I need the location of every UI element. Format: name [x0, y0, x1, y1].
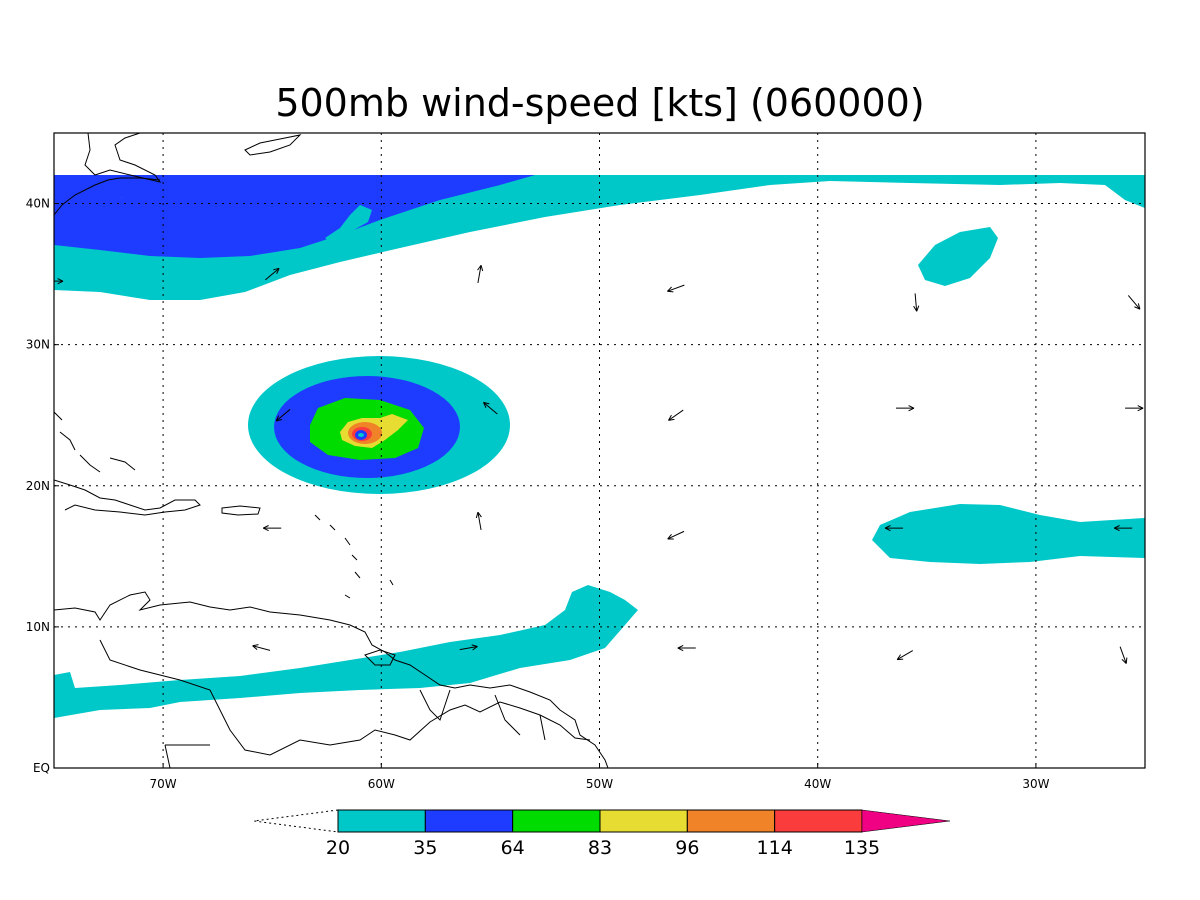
- lon-tick-label: 30W: [1022, 777, 1049, 791]
- graticule: [54, 133, 1145, 768]
- colorbar-level-label: 35: [413, 837, 437, 859]
- coast-guyana-border: [419, 689, 546, 741]
- chart-title: 500mb wind-speed [kts] (060000): [275, 81, 924, 125]
- colorbar-level-label: 135: [844, 837, 880, 859]
- shade-20-band-south: [54, 585, 638, 718]
- lat-tick-label: 30N: [26, 338, 50, 352]
- lon-tick-label: 60W: [368, 777, 395, 791]
- lon-tick-label: 40W: [804, 777, 831, 791]
- wind-vector: [913, 293, 920, 312]
- coast-nova-scotia: [244, 134, 302, 156]
- wind-speed-shading: [54, 175, 1145, 718]
- wind-vector: [677, 644, 696, 652]
- coast-venezuela: [54, 591, 609, 768]
- coast-venezuela-interior: [99, 639, 591, 756]
- wind-vector: [896, 650, 914, 661]
- colorbar-level-label: 96: [675, 837, 699, 859]
- colorbar: 20 35 64 83 96 114 135: [253, 809, 951, 859]
- wind-vector: [884, 525, 904, 532]
- shade-20-blob-east: [918, 227, 998, 286]
- wind-vector: [667, 284, 685, 293]
- wind-vector: [1113, 525, 1133, 532]
- shade-20-eye: [358, 433, 364, 437]
- coast-new-england: [54, 177, 161, 216]
- coast-lesser-antilles: [314, 514, 394, 599]
- colorbar-level-label: 83: [588, 837, 612, 859]
- axis-ticks: 70W 60W 50W 40W 30W EQ 10N 20N 30N 40N: [26, 197, 1050, 791]
- colorbar-swatch: [424, 809, 514, 833]
- colorbar-swatch: [512, 809, 601, 833]
- colorbar-swatch: [337, 809, 426, 833]
- colorbar-over-triangle: [861, 809, 951, 833]
- lat-tick-label: 40N: [26, 197, 50, 211]
- wind-vector: [668, 409, 684, 421]
- wind-vector: [262, 525, 282, 532]
- wind-vector: [252, 644, 271, 651]
- wind-vector: [1127, 295, 1141, 310]
- wind-vector: [475, 511, 482, 531]
- wind-vector: [264, 267, 280, 281]
- colorbar-swatch: [686, 809, 776, 833]
- shade-35-north-jet: [54, 175, 535, 258]
- colorbar-level-label: 20: [326, 837, 350, 859]
- wind-vectors: [54, 264, 1144, 664]
- wind-vector: [477, 264, 484, 284]
- lat-tick-label: EQ: [33, 761, 50, 775]
- wind-vector: [1125, 405, 1144, 412]
- coast-south-west: [164, 744, 210, 768]
- wind-vector: [275, 409, 291, 422]
- shade-20-north-jet-tongue: [325, 205, 372, 242]
- coast-cuba-hispaniola: [54, 479, 201, 516]
- colorbar-swatch: [599, 809, 688, 833]
- colorbar-swatch: [774, 809, 863, 833]
- lon-tick-label: 70W: [150, 777, 177, 791]
- wind-vector: [54, 278, 64, 285]
- coast-puerto-rico: [221, 505, 261, 516]
- coastlines: [54, 133, 609, 768]
- coast-north-america: [84, 133, 162, 183]
- wind-vector: [459, 644, 478, 651]
- colorbar-under-triangle: [253, 809, 339, 833]
- coast-florida-bahamas: [54, 411, 136, 473]
- wind-vector: [667, 530, 685, 540]
- lat-tick-label: 10N: [26, 620, 50, 634]
- lat-tick-label: 20N: [26, 479, 50, 493]
- colorbar-level-label: 64: [501, 837, 525, 859]
- wind-vector: [895, 405, 915, 412]
- wind-vector: [1119, 646, 1128, 664]
- colorbar-level-label: 114: [757, 837, 793, 859]
- wind-vector: [483, 401, 498, 415]
- shade-20-band-east: [872, 504, 1145, 564]
- coast-trinidad: [364, 649, 396, 666]
- lon-tick-label: 50W: [586, 777, 613, 791]
